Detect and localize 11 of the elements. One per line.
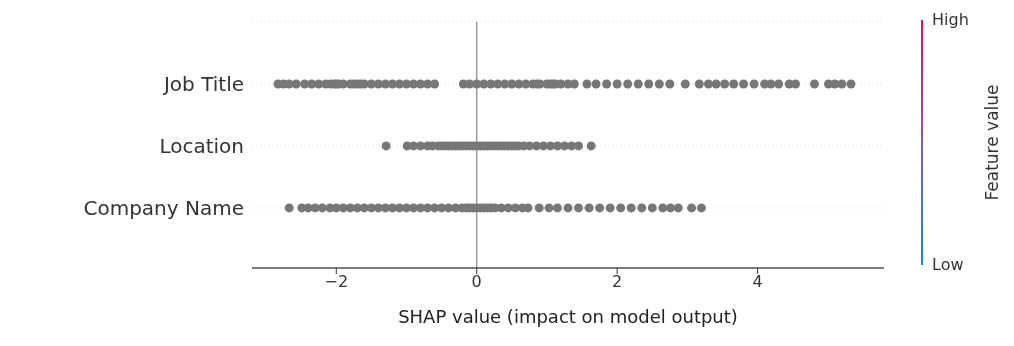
y-tick-label: Job Title bbox=[161, 72, 244, 97]
text: Low bbox=[932, 254, 964, 274]
x-tick-label: −2 bbox=[324, 272, 349, 292]
y-tick-label: Location bbox=[159, 134, 244, 159]
y-tick-label: Company Name bbox=[83, 195, 244, 220]
x-axis-title: SHAP value (impact on model output) bbox=[398, 306, 738, 327]
x-tick-label: 4 bbox=[752, 272, 763, 292]
x-tick-label: 2 bbox=[612, 272, 623, 292]
color-bar-title: Feature value bbox=[982, 84, 1002, 201]
x-tick-label: 0 bbox=[471, 272, 482, 292]
text: High bbox=[932, 9, 969, 29]
